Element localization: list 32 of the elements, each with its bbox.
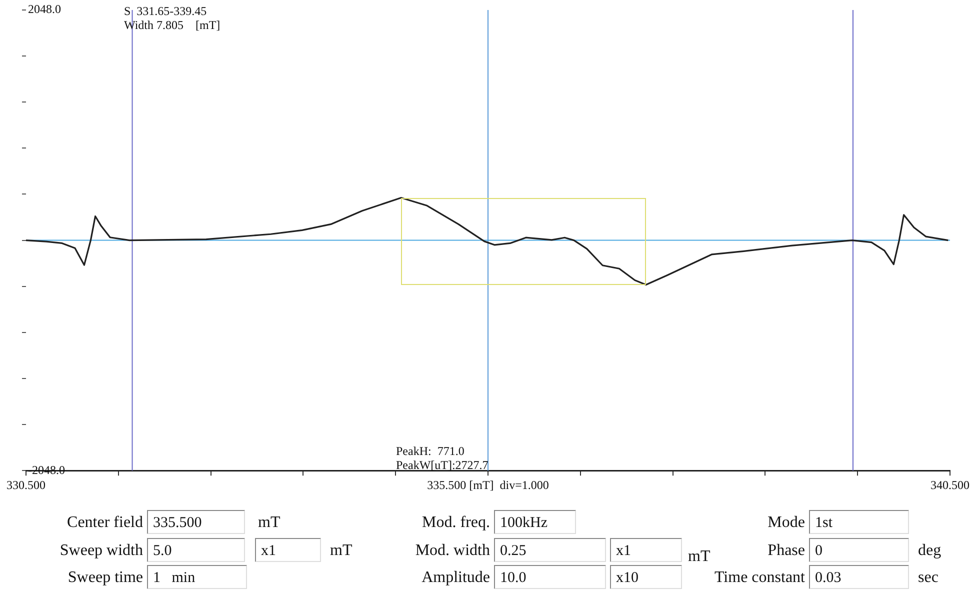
text: sec	[918, 569, 938, 587]
text: Phase	[768, 542, 805, 560]
text: Time constant	[714, 569, 805, 587]
text: 10.0	[494, 565, 606, 589]
y-tick-label: 2048.0	[28, 2, 61, 16]
text: Sweep width	[60, 542, 143, 560]
text: Mode	[768, 514, 805, 532]
x-tick-label: 330.500	[6, 478, 46, 492]
text: 1 min	[147, 565, 247, 589]
annotation: PeakH: 771.0	[396, 444, 464, 458]
x-tick-label: 335.500 [mT] div=1.000	[427, 478, 549, 492]
text: x10	[610, 565, 682, 589]
text: Center field	[67, 514, 143, 532]
text: x1	[610, 538, 682, 562]
text: 100kHz	[494, 510, 576, 534]
text: mT	[258, 514, 280, 532]
text: 0.03	[809, 565, 909, 589]
annotation: S 331.65-339.45	[124, 4, 207, 18]
text: 1st	[809, 510, 909, 534]
text: Mod. width	[415, 542, 490, 560]
text: 335.500	[147, 510, 245, 534]
text: Mod. freq.	[422, 514, 490, 532]
text: mT	[330, 542, 352, 560]
text: 0.25	[494, 538, 606, 562]
text: 0	[809, 538, 909, 562]
text: 5.0	[147, 538, 245, 562]
text: Sweep time	[68, 569, 143, 587]
text: x1	[255, 538, 321, 562]
x-tick-label: 340.500	[930, 478, 970, 492]
text: Amplitude	[422, 569, 490, 587]
text: mT	[688, 548, 710, 566]
text: deg	[918, 542, 942, 560]
